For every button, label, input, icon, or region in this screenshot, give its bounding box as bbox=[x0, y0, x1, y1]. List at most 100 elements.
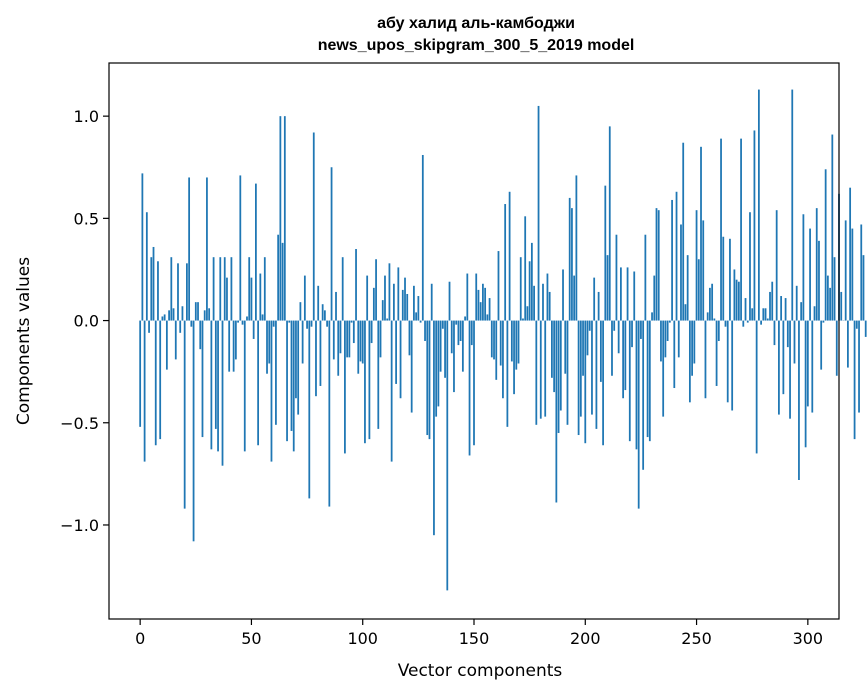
bar-275 bbox=[751, 308, 754, 321]
bar-310 bbox=[829, 287, 831, 321]
bar-36 bbox=[219, 257, 222, 321]
bar-27 bbox=[199, 320, 202, 350]
bar-4 bbox=[148, 320, 150, 333]
bar-251 bbox=[697, 259, 700, 321]
bar-14 bbox=[170, 257, 173, 321]
bar-21 bbox=[186, 263, 188, 321]
bar-268 bbox=[735, 279, 738, 321]
bar-52 bbox=[255, 183, 257, 321]
bar-100 bbox=[361, 320, 364, 364]
bar-243 bbox=[680, 224, 682, 321]
bar-152 bbox=[477, 289, 480, 321]
bar-309 bbox=[826, 275, 829, 321]
bar-55 bbox=[261, 314, 264, 321]
bar-37 bbox=[221, 320, 224, 466]
y-tick-label-0: 0.0 bbox=[74, 312, 99, 331]
bar-76 bbox=[308, 320, 311, 499]
bar-238 bbox=[668, 320, 671, 323]
bar-303 bbox=[813, 306, 816, 321]
bar-176 bbox=[530, 242, 533, 321]
chart-subtitle: news_upos_skipgram_300_5_2019 model bbox=[318, 37, 635, 54]
bar-205 bbox=[595, 320, 598, 429]
bar-294 bbox=[793, 320, 796, 364]
bar-199 bbox=[582, 320, 584, 376]
bar-107 bbox=[377, 320, 380, 429]
bar-213 bbox=[613, 320, 616, 331]
bar-169 bbox=[515, 320, 518, 370]
bar-140 bbox=[450, 320, 453, 354]
bar-322 bbox=[855, 320, 858, 329]
bar-109 bbox=[381, 300, 384, 321]
bar-323 bbox=[858, 320, 860, 413]
bar-93 bbox=[346, 320, 349, 358]
bar-116 bbox=[397, 267, 400, 321]
bar-192 bbox=[566, 320, 569, 425]
bar-324 bbox=[860, 224, 863, 321]
bar-277 bbox=[755, 320, 758, 454]
bar-230 bbox=[651, 312, 653, 321]
bar-153 bbox=[479, 302, 482, 321]
bar-66 bbox=[286, 320, 288, 442]
bar-256 bbox=[709, 287, 711, 321]
bar-48 bbox=[246, 316, 248, 321]
bar-120 bbox=[406, 293, 409, 321]
y-tick-label--0.5: −0.5 bbox=[60, 414, 99, 433]
bar-131 bbox=[430, 283, 433, 321]
bar-215 bbox=[617, 320, 620, 354]
bar-164 bbox=[504, 204, 507, 321]
bar-127 bbox=[421, 154, 424, 321]
bar-43 bbox=[234, 320, 237, 360]
bar-145 bbox=[461, 320, 464, 372]
bar-236 bbox=[664, 320, 667, 358]
bar-224 bbox=[637, 320, 640, 509]
x-tick-label-150: 150 bbox=[459, 629, 490, 648]
bar-23 bbox=[190, 320, 193, 327]
bar-208 bbox=[602, 320, 604, 446]
bar-91 bbox=[341, 257, 344, 321]
bar-151 bbox=[475, 273, 478, 321]
bar-135 bbox=[439, 320, 442, 372]
bar-94 bbox=[348, 320, 351, 358]
bar-11 bbox=[163, 314, 166, 321]
bar-283 bbox=[769, 291, 771, 321]
bar-1 bbox=[141, 173, 144, 321]
bar-20 bbox=[183, 320, 186, 509]
bar-30 bbox=[206, 177, 208, 321]
bar-204 bbox=[593, 277, 596, 321]
bar-207 bbox=[599, 320, 602, 382]
bar-321 bbox=[853, 320, 856, 440]
bar-301 bbox=[809, 228, 811, 321]
bar-165 bbox=[506, 320, 509, 427]
y-axis: −1.0 −0.5 0.0 0.5 1.0 bbox=[60, 107, 109, 535]
bar-247 bbox=[688, 320, 691, 403]
bar-235 bbox=[662, 320, 665, 417]
bar-234 bbox=[660, 320, 662, 362]
bar-188 bbox=[557, 320, 560, 433]
x-axis: 0 50 100 150 200 250 300 bbox=[135, 619, 823, 648]
bar-6 bbox=[152, 246, 155, 321]
bar-111 bbox=[386, 318, 389, 321]
bar-229 bbox=[648, 320, 651, 442]
x-tick-label-50: 50 bbox=[241, 629, 261, 648]
bar-319 bbox=[849, 187, 852, 321]
x-tick-label-200: 200 bbox=[570, 629, 601, 648]
bar-197 bbox=[577, 320, 580, 436]
bar-132 bbox=[433, 320, 435, 536]
bar-227 bbox=[644, 234, 647, 321]
bar-39 bbox=[226, 277, 228, 321]
bar-159 bbox=[493, 320, 495, 360]
bar-139 bbox=[448, 281, 451, 321]
bar-220 bbox=[628, 320, 631, 442]
y-tick-label-1: 1.0 bbox=[74, 107, 99, 126]
bar-253 bbox=[702, 220, 705, 321]
bar-54 bbox=[259, 273, 262, 321]
bar-147 bbox=[466, 273, 469, 321]
bar-264 bbox=[726, 320, 729, 403]
bar-182 bbox=[544, 320, 547, 417]
bar-2 bbox=[143, 320, 146, 462]
bar-287 bbox=[778, 320, 780, 415]
bar-70 bbox=[295, 320, 297, 399]
bar-63 bbox=[279, 116, 282, 321]
bar-143 bbox=[457, 320, 460, 346]
bar-136 bbox=[441, 320, 444, 329]
